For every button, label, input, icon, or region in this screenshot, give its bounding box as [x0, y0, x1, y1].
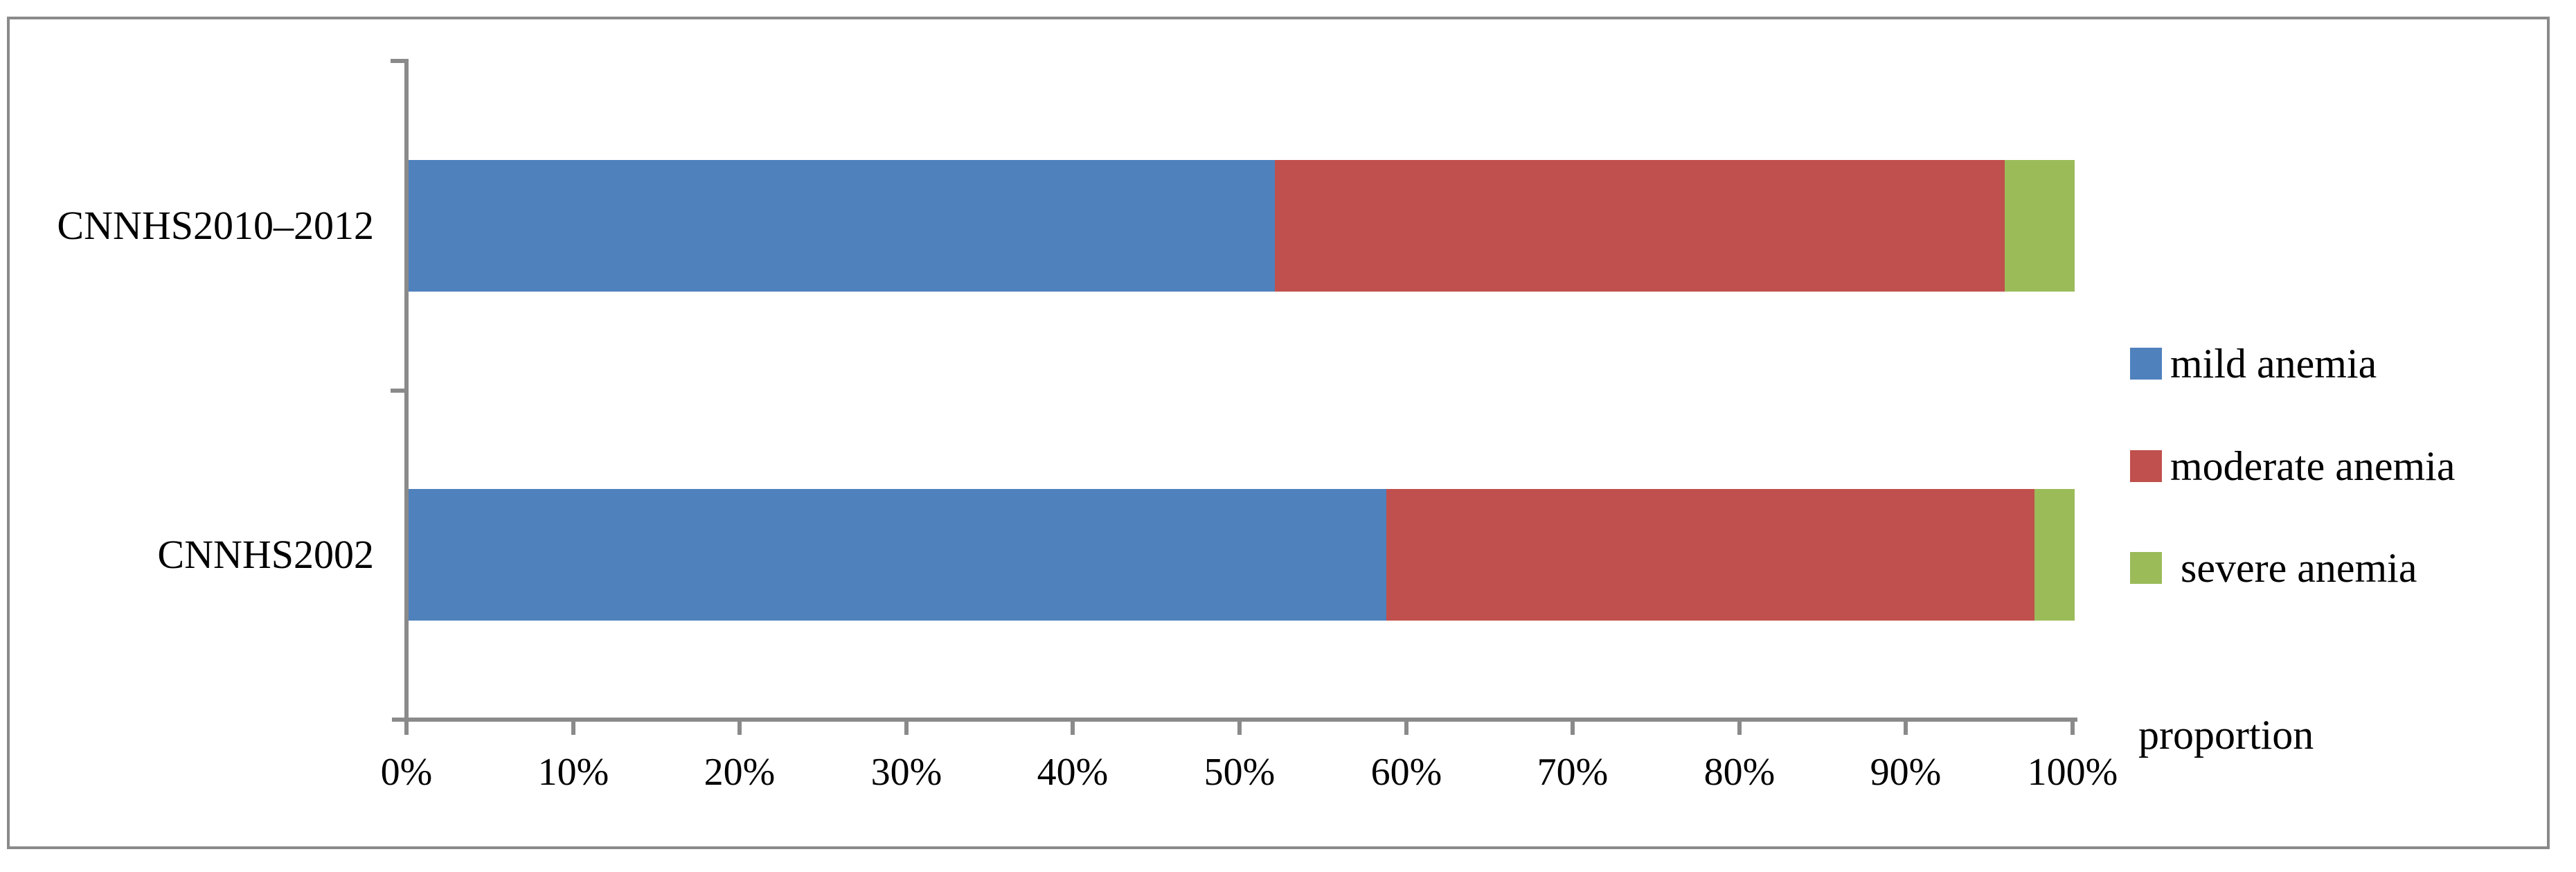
x-axis-line — [392, 718, 2077, 722]
x-axis-tick — [904, 718, 909, 735]
bar-segment-mild-anemia — [409, 160, 1276, 292]
x-tick-label-20pct: 20% — [704, 751, 776, 794]
x-axis-tick — [2070, 718, 2075, 735]
category-label-cnnhs2002: CNNHS2002 — [157, 532, 374, 577]
x-tick-label-90pct: 90% — [1870, 751, 1942, 794]
x-axis-title: proportion — [2138, 712, 2314, 758]
x-axis-tick — [1737, 718, 1742, 735]
legend-swatch-mild-anemia — [2130, 348, 2162, 380]
bar-cnnhs2002 — [409, 489, 2075, 621]
x-axis-tick — [1071, 718, 1075, 735]
x-axis-tick — [1904, 718, 1908, 735]
x-tick-label-70pct: 70% — [1537, 751, 1609, 794]
chart-border — [7, 17, 2550, 849]
x-axis-tick — [1571, 718, 1575, 735]
legend-item-mild-anemia: mild anemia — [2130, 342, 2377, 385]
bar-cnnhs2010-2012 — [409, 160, 2075, 292]
x-axis-tick — [1404, 718, 1408, 735]
legend-item-severe-anemia: severe anemia — [2130, 546, 2417, 589]
x-tick-label-80pct: 80% — [1703, 751, 1776, 794]
x-axis-tick — [737, 718, 742, 735]
x-tick-label-50pct: 50% — [1204, 751, 1276, 794]
bar-segment-moderate-anemia — [1386, 489, 2035, 621]
x-tick-label-60pct: 60% — [1370, 751, 1442, 794]
x-axis-tick — [571, 718, 575, 735]
y-axis-tick — [391, 59, 406, 63]
x-tick-label-100pct: 100% — [2027, 751, 2118, 794]
x-tick-label-0pct: 0% — [380, 751, 433, 794]
category-label-cnnhs2010-2012: CNNHS2010–2012 — [57, 203, 374, 248]
y-axis-line — [404, 59, 409, 722]
x-axis-tick — [1237, 718, 1242, 735]
legend-label-moderate-anemia: moderate anemia — [2170, 443, 2456, 489]
x-tick-label-10pct: 10% — [537, 751, 609, 794]
bar-segment-severe-anemia — [2034, 489, 2075, 621]
legend-swatch-severe-anemia — [2130, 552, 2162, 584]
y-axis-tick — [391, 389, 406, 393]
bar-segment-severe-anemia — [2004, 160, 2075, 292]
x-tick-label-40pct: 40% — [1037, 751, 1109, 794]
bar-segment-mild-anemia — [409, 489, 1387, 621]
legend-label-mild-anemia: mild anemia — [2170, 341, 2377, 386]
bar-segment-moderate-anemia — [1275, 160, 2005, 292]
legend-item-moderate-anemia: moderate anemia — [2130, 445, 2455, 488]
legend-swatch-moderate-anemia — [2130, 450, 2162, 482]
x-axis-tick — [404, 718, 409, 735]
legend-label-severe-anemia: severe anemia — [2170, 545, 2417, 591]
x-tick-label-30pct: 30% — [870, 751, 942, 794]
